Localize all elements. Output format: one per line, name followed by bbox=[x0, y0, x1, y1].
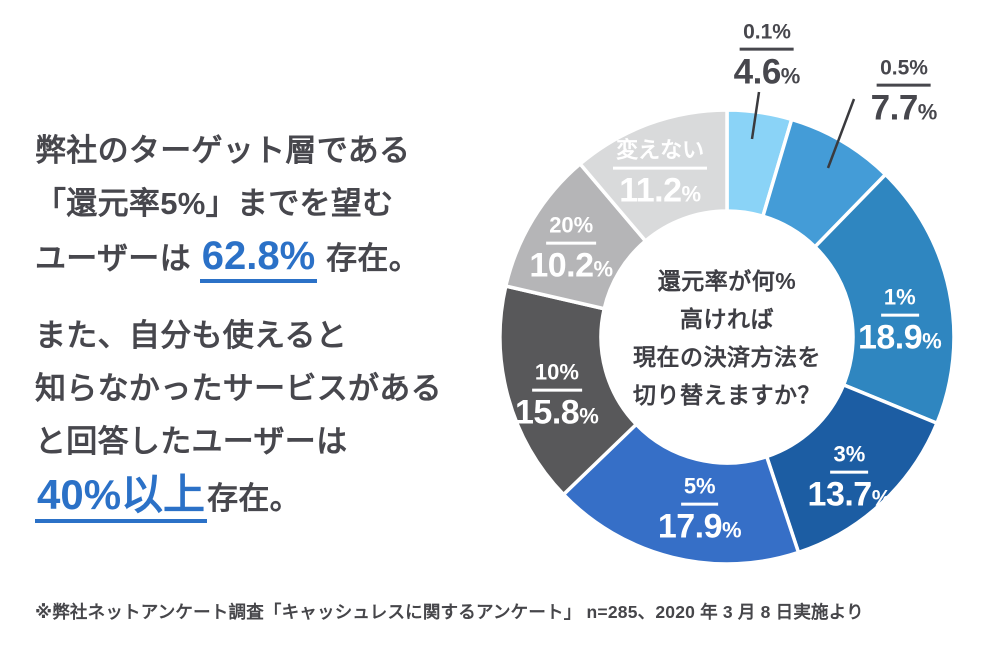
donut-slice-2 bbox=[813, 172, 956, 425]
summary-line-7-suffix: 存在。 bbox=[207, 481, 301, 516]
chart-question-line-1: 還元率が何% bbox=[657, 268, 797, 294]
summary-line-6: と回答したユーザーは bbox=[35, 424, 348, 459]
summary-line-3: ユーザーは 62.8% 存在。 bbox=[35, 230, 525, 285]
summary-line-2: 「還元率5%」までを望む bbox=[35, 186, 394, 221]
donut-slice-4 bbox=[561, 422, 801, 566]
leader-lines bbox=[750, 91, 856, 169]
donut-slice-7 bbox=[578, 108, 729, 243]
summary-line-5: 知らなかったサービスがある bbox=[35, 371, 442, 406]
leader-line-1 bbox=[826, 98, 856, 169]
chart-question-line-3: 現在の決済方法を bbox=[633, 344, 821, 370]
summary-line-3-prefix: ユーザーは bbox=[35, 241, 200, 276]
summary-line-7: 40%以上存在。 bbox=[35, 468, 525, 525]
summary-paragraph-1: 弊社のターゲット層である 「還元率5%」までを望む ユーザーは 62.8% 存在… bbox=[35, 124, 525, 285]
summary-line-3-suffix: 存在。 bbox=[317, 241, 421, 276]
highlight-value-40-plus: 40%以上 bbox=[35, 471, 208, 523]
summary-line-4: また、自分も使えると bbox=[35, 318, 348, 353]
summary-paragraph-2: また、自分も使えると 知らなかったサービスがある と回答したユーザーは 40%以… bbox=[35, 309, 525, 525]
summary-text-block: 弊社のターゲット層である 「還元率5%」までを望む ユーザーは 62.8% 存在… bbox=[35, 124, 525, 525]
chart-question-line-2: 高ければ bbox=[680, 306, 774, 332]
highlight-value-62-8: 62.8% bbox=[199, 234, 318, 283]
donut-slices bbox=[498, 108, 956, 566]
chart-question: 還元率が何% 高ければ 現在の決済方法を 切り替えますか？ bbox=[567, 262, 887, 414]
leader-line-0 bbox=[750, 91, 761, 140]
summary-line-1: 弊社のターゲット層である bbox=[35, 133, 411, 168]
footnote: ※弊社ネットアンケート調査「キャッシュレスに関するアンケート」 n=285、20… bbox=[35, 602, 864, 622]
chart-question-line-4: 切り替えますか？ bbox=[633, 382, 821, 408]
